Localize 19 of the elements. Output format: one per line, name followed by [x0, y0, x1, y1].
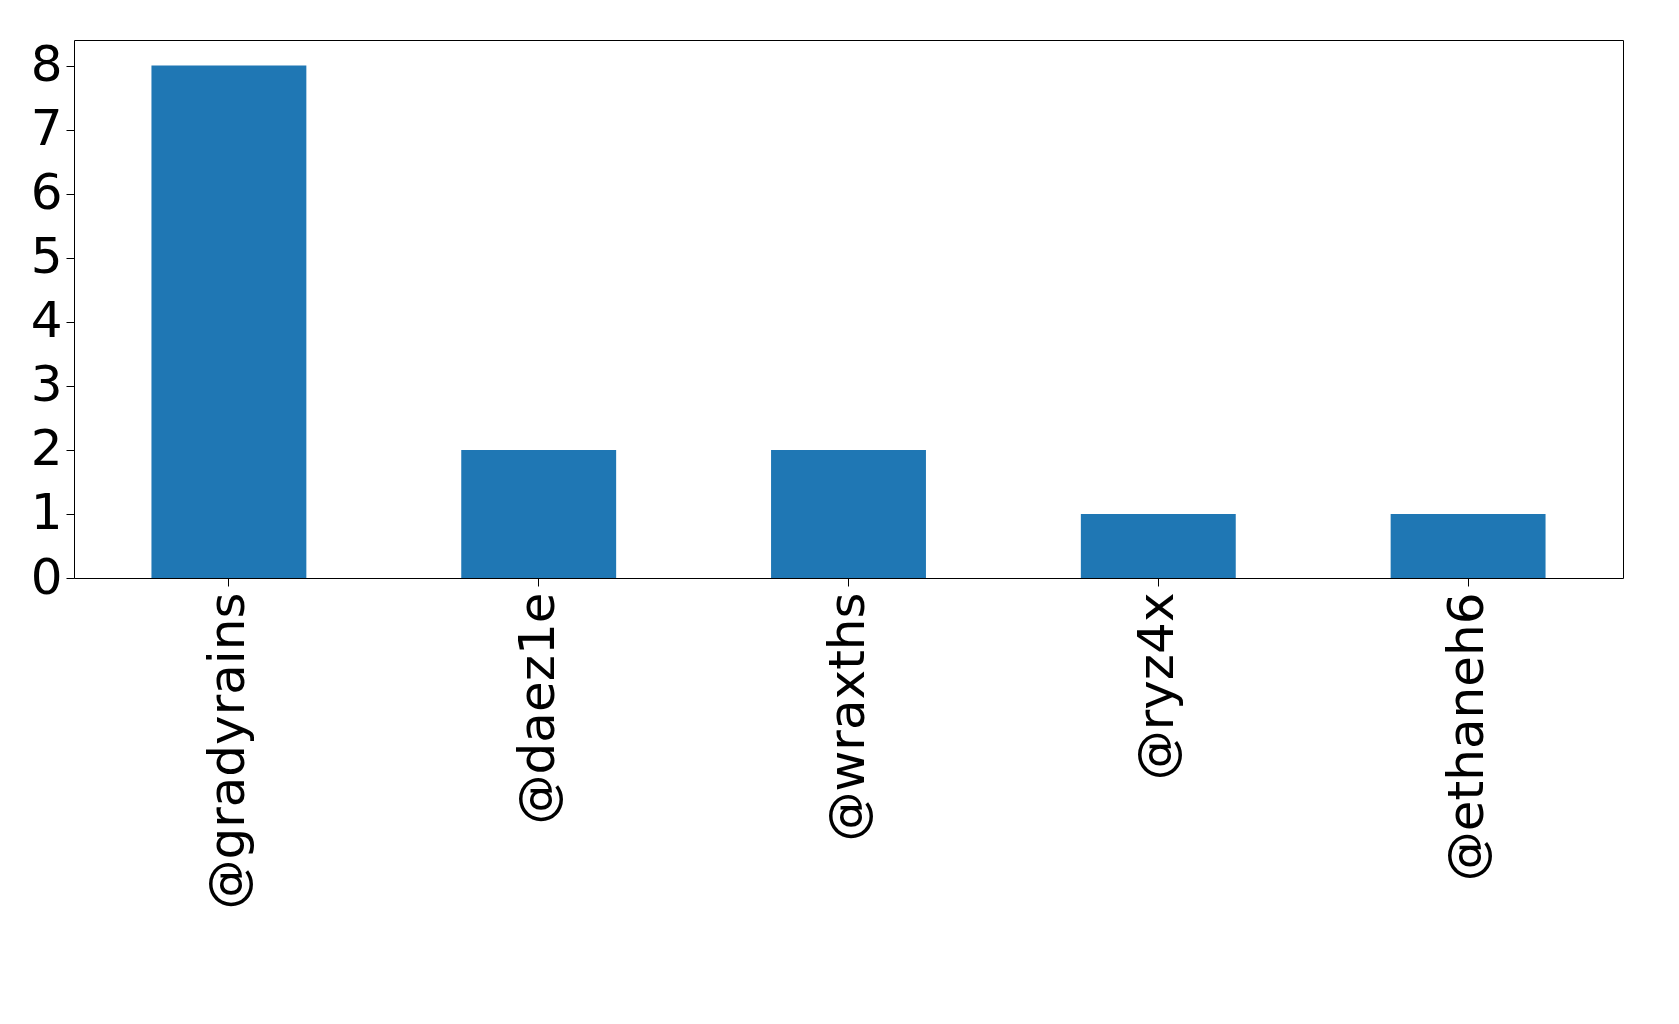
x-tick-label: @daez1e	[507, 592, 566, 825]
y-tick-label: 1	[30, 483, 63, 542]
y-tick-label: 4	[30, 291, 63, 350]
y-tick-label: 2	[30, 419, 63, 478]
y-tick-label: 6	[30, 163, 63, 222]
x-tick-label: @ryz4x	[1127, 592, 1186, 781]
bar	[461, 449, 617, 578]
y-tick-label: 5	[30, 227, 63, 286]
bar	[1080, 513, 1236, 578]
y-tick-label: 8	[30, 35, 63, 94]
bar	[151, 65, 307, 578]
x-tick-label: @ethaneh6	[1437, 592, 1496, 882]
x-tick-label: @gradyrains	[197, 592, 256, 910]
bar	[1390, 513, 1546, 578]
x-tick-label: @wraxths	[817, 592, 876, 842]
bar	[771, 449, 926, 578]
y-tick-label: 7	[30, 99, 63, 158]
y-tick-label: 3	[30, 355, 63, 414]
y-tick-label: 0	[30, 547, 63, 606]
